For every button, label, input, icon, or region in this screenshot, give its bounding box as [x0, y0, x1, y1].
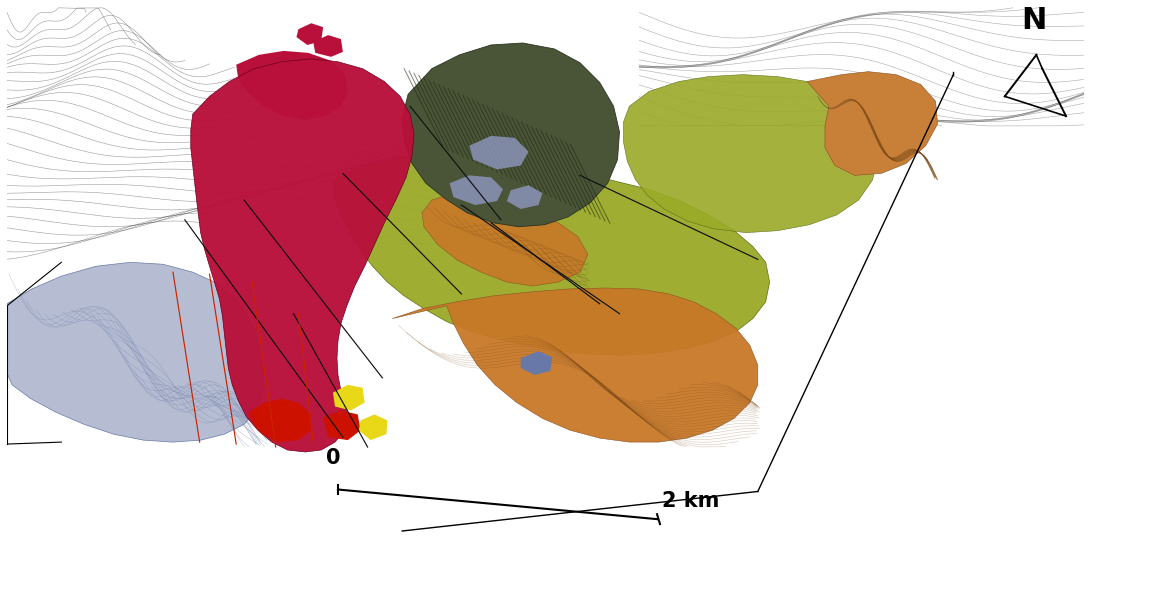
Polygon shape	[324, 411, 361, 440]
Text: N: N	[1022, 6, 1047, 35]
Polygon shape	[333, 385, 364, 411]
Polygon shape	[422, 193, 588, 286]
Polygon shape	[191, 59, 414, 452]
Polygon shape	[333, 154, 770, 355]
Polygon shape	[402, 43, 620, 226]
Polygon shape	[469, 136, 528, 170]
Polygon shape	[506, 185, 542, 209]
Polygon shape	[358, 414, 387, 440]
Polygon shape	[807, 72, 938, 176]
Polygon shape	[7, 263, 264, 442]
Polygon shape	[249, 398, 311, 442]
Polygon shape	[313, 35, 343, 57]
Polygon shape	[623, 75, 879, 233]
Polygon shape	[392, 288, 758, 442]
Polygon shape	[450, 176, 503, 205]
Polygon shape	[236, 51, 348, 120]
Text: 2 km: 2 km	[662, 491, 719, 511]
Polygon shape	[520, 351, 553, 375]
Polygon shape	[296, 23, 324, 45]
Text: 0: 0	[326, 448, 340, 468]
